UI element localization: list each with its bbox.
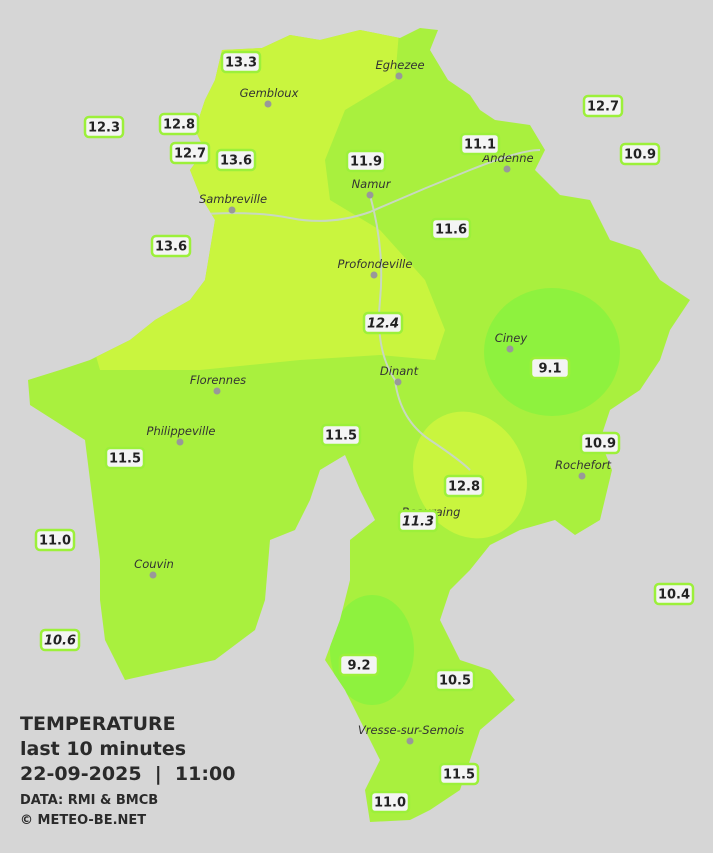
station-box (582, 94, 624, 118)
city-label: Vresse-sur-Semois (358, 723, 464, 737)
timestamp: 22-09-2025 | 11:00 (20, 763, 235, 785)
title: TEMPERATURE (20, 713, 176, 735)
city-label: Gembloux (240, 86, 299, 100)
station-value: 9.2 (347, 659, 370, 674)
city-dot (213, 387, 221, 395)
station-box (529, 356, 571, 380)
city-dot (370, 271, 378, 279)
city-dot (176, 438, 184, 446)
station-box (169, 141, 211, 165)
city-label: Ciney (495, 331, 528, 345)
city-dot (264, 100, 272, 108)
station-box (158, 112, 200, 136)
city-dot (506, 345, 514, 353)
station-value: 11.6 (435, 223, 467, 238)
station-value: 12.7 (174, 147, 206, 162)
station-value: 11.0 (39, 534, 71, 549)
subtitle: last 10 minutes (20, 738, 186, 760)
station-value: 10.5 (439, 674, 471, 689)
copyright: © METEO-BE.NET (20, 813, 146, 828)
station-box (430, 217, 472, 241)
station-box (438, 762, 480, 786)
title-block: TEMPERATURE last 10 minutes 22-09-2025 |… (20, 713, 235, 828)
station-box (338, 653, 380, 677)
station-box (434, 668, 476, 692)
city-label: Couvin (134, 557, 174, 571)
city-dot (228, 206, 236, 214)
city-label: Dinant (380, 364, 419, 378)
station-value: 11.0 (374, 796, 406, 811)
station-value: 11.5 (109, 452, 141, 467)
station-box (362, 311, 404, 335)
station-value: 12.8 (448, 480, 480, 495)
station-value: 12.7 (587, 100, 619, 115)
city-dot (366, 191, 374, 199)
station-value: 11.5 (325, 429, 357, 444)
station-box (83, 115, 125, 139)
station-box (619, 142, 661, 166)
station-value: 11.5 (443, 768, 475, 783)
station-box (443, 474, 485, 498)
station-value: 12.8 (163, 118, 195, 133)
station-box (459, 132, 501, 156)
station-box (34, 528, 76, 552)
city-dot (395, 72, 403, 80)
station-value: 10.6 (44, 634, 76, 649)
station-value: 13.6 (220, 154, 252, 169)
station-value: 11.1 (464, 138, 496, 153)
station-box (150, 234, 192, 258)
station-box (104, 446, 146, 470)
city-label: Profondeville (338, 257, 413, 271)
station-value: 11.9 (350, 155, 382, 170)
station-box (39, 628, 81, 652)
city-label: Sambreville (199, 192, 267, 206)
station-box (397, 509, 439, 533)
station-box (653, 582, 695, 606)
station-value: 9.1 (538, 362, 561, 377)
city-dot (149, 571, 157, 579)
city-label: Rochefort (555, 458, 612, 472)
station-value: 13.6 (155, 240, 187, 255)
station-box (579, 431, 621, 455)
city-dot (394, 378, 402, 386)
city-dot (503, 165, 511, 173)
station-value: 10.9 (584, 437, 616, 452)
source: DATA: RMI & BMCB (20, 793, 158, 808)
station-box (320, 423, 362, 447)
station-box (345, 149, 387, 173)
station-value: 11.3 (402, 515, 434, 530)
city-label: Namur (352, 177, 392, 191)
city-dot (406, 737, 414, 745)
station-value: 10.4 (658, 588, 690, 603)
station-value: 10.9 (624, 148, 656, 163)
station-value: 12.4 (367, 317, 399, 332)
city-label: Eghezee (375, 58, 424, 72)
city-dot (578, 472, 586, 480)
city-label: Philippeville (147, 424, 216, 438)
station-value: 12.3 (88, 121, 120, 136)
station-box (369, 790, 411, 814)
station-box (215, 148, 257, 172)
city-label: Florennes (190, 373, 246, 387)
station-value: 13.3 (225, 56, 257, 71)
station-box (220, 50, 262, 74)
